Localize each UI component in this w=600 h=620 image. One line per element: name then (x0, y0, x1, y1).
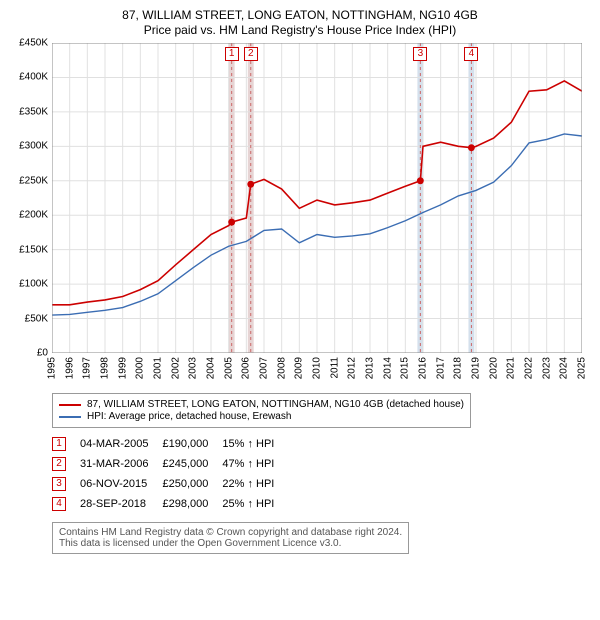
x-tick-label: 2024 (559, 357, 570, 379)
legend-row-hpi: HPI: Average price, detached house, Erew… (59, 411, 464, 422)
sale-date-cell: 06-NOV-2015 (80, 474, 162, 494)
x-tick-label: 2021 (506, 357, 517, 379)
x-tick-label: 2000 (135, 357, 146, 379)
sale-idx-cell: 4 (52, 494, 80, 514)
x-tick-label: 2017 (435, 357, 446, 379)
y-tick-label: £300K (19, 141, 48, 152)
x-tick-label: 2020 (488, 357, 499, 379)
x-tick-label: 2013 (365, 357, 376, 379)
x-tick-label: 2023 (541, 357, 552, 379)
sale-idx-box: 1 (52, 437, 66, 451)
y-tick-label: £450K (19, 38, 48, 49)
x-tick-label: 1996 (64, 357, 75, 379)
sale-delta-cell: 47% ↑ HPI (222, 454, 288, 474)
x-tick-label: 2018 (453, 357, 464, 379)
x-tick-label: 2007 (259, 357, 270, 379)
plot-svg (52, 43, 582, 353)
y-tick-label: £50K (25, 313, 48, 324)
x-tick-label: 2004 (206, 357, 217, 379)
y-tick-label: £400K (19, 72, 48, 83)
legend: 87, WILLIAM STREET, LONG EATON, NOTTINGH… (52, 393, 471, 428)
legend-label-property: 87, WILLIAM STREET, LONG EATON, NOTTINGH… (87, 399, 464, 410)
x-tick-label: 2014 (382, 357, 393, 379)
legend-label-hpi: HPI: Average price, detached house, Erew… (87, 411, 291, 422)
sale-price-cell: £190,000 (162, 434, 222, 454)
x-tick-label: 2003 (188, 357, 199, 379)
x-tick-label: 2022 (524, 357, 535, 379)
legend-swatch-hpi (59, 416, 81, 418)
table-row: 1 04-MAR-2005£190,00015% ↑ HPI (52, 434, 288, 454)
x-tick-label: 2011 (329, 357, 340, 379)
sales-table: 1 04-MAR-2005£190,00015% ↑ HPI 2 31-MAR-200… (52, 434, 288, 514)
sale-price-cell: £250,000 (162, 474, 222, 494)
footer-line-2: This data is licensed under the Open Gov… (59, 538, 402, 549)
sale-marker-box: 1 (225, 47, 239, 61)
x-tick-label: 2002 (170, 357, 181, 379)
y-tick-label: £200K (19, 210, 48, 221)
y-tick-label: £250K (19, 175, 48, 186)
x-tick-label: 2012 (347, 357, 358, 379)
y-tick-label: £100K (19, 279, 48, 290)
footer-line-1: Contains HM Land Registry data © Crown c… (59, 527, 402, 538)
sale-price-cell: £245,000 (162, 454, 222, 474)
x-tick-label: 2016 (418, 357, 429, 379)
x-tick-label: 2008 (276, 357, 287, 379)
sale-marker-box: 2 (244, 47, 258, 61)
table-row: 4 28-SEP-2018£298,00025% ↑ HPI (52, 494, 288, 514)
sale-idx-box: 3 (52, 477, 66, 491)
x-tick-label: 2025 (577, 357, 588, 379)
sale-idx-box: 2 (52, 457, 66, 471)
title-line-1: 87, WILLIAM STREET, LONG EATON, NOTTINGH… (10, 8, 590, 22)
x-tick-label: 2009 (294, 357, 305, 379)
x-tick-label: 2005 (223, 357, 234, 379)
chart-container: 87, WILLIAM STREET, LONG EATON, NOTTINGH… (0, 0, 600, 564)
sale-date-cell: 31-MAR-2006 (80, 454, 162, 474)
title-line-2: Price paid vs. HM Land Registry's House … (10, 23, 590, 37)
sale-delta-cell: 25% ↑ HPI (222, 494, 288, 514)
x-tick-label: 1995 (47, 357, 58, 379)
x-tick-label: 2010 (312, 357, 323, 379)
sale-date-cell: 28-SEP-2018 (80, 494, 162, 514)
x-tick-label: 2006 (241, 357, 252, 379)
legend-swatch-property (59, 404, 81, 406)
x-tick-label: 1999 (117, 357, 128, 379)
x-tick-label: 2019 (471, 357, 482, 379)
plot-area: £0£50K£100K£150K£200K£250K£300K£350K£400… (52, 43, 582, 353)
y-tick-label: £350K (19, 106, 48, 117)
sale-idx-box: 4 (52, 497, 66, 511)
sale-idx-cell: 3 (52, 474, 80, 494)
x-tick-label: 1997 (82, 357, 93, 379)
legend-row-property: 87, WILLIAM STREET, LONG EATON, NOTTINGH… (59, 399, 464, 410)
sale-marker-box: 3 (413, 47, 427, 61)
sale-marker-box: 4 (464, 47, 478, 61)
x-tick-label: 2001 (153, 357, 164, 379)
sale-idx-cell: 1 (52, 434, 80, 454)
sale-date-cell: 04-MAR-2005 (80, 434, 162, 454)
table-row: 3 06-NOV-2015£250,00022% ↑ HPI (52, 474, 288, 494)
y-tick-label: £150K (19, 244, 48, 255)
x-tick-label: 2015 (400, 357, 411, 379)
footer: Contains HM Land Registry data © Crown c… (52, 522, 409, 554)
sale-price-cell: £298,000 (162, 494, 222, 514)
chart-titles: 87, WILLIAM STREET, LONG EATON, NOTTINGH… (10, 8, 590, 37)
sale-delta-cell: 15% ↑ HPI (222, 434, 288, 454)
sale-delta-cell: 22% ↑ HPI (222, 474, 288, 494)
table-row: 2 31-MAR-2006£245,00047% ↑ HPI (52, 454, 288, 474)
sale-idx-cell: 2 (52, 454, 80, 474)
x-tick-label: 1998 (100, 357, 111, 379)
